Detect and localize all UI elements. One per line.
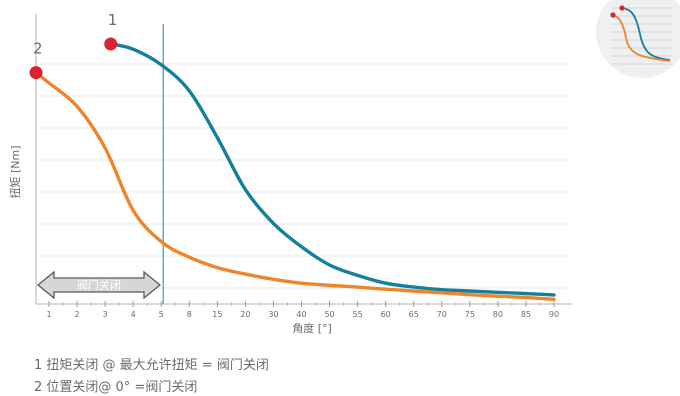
x-tick-label: 4 [131,310,136,319]
chart-thumbnail-icon [596,0,680,78]
x-tick-label: 1 [46,310,51,319]
thumbnail-series-2 [612,14,671,62]
series-label-2: 2 [33,40,43,58]
x-tick-label: 20 [240,310,250,319]
thumbnail-series-1 [621,7,671,61]
x-tick-label: 30 [268,310,278,319]
legend-item-2: 2 位置关闭@ 0° =阀门关闭 [34,380,198,395]
x-tick-label: 55 [353,310,363,319]
x-tick-label: 70 [437,310,447,319]
x-tick-label: 85 [521,310,531,319]
x-tick-label: 8 [187,310,192,319]
x-tick-label: 80 [493,310,503,319]
x-tick-label: 5 [159,310,164,319]
x-tick-label: 40 [296,310,306,319]
thumbnail-point-2 [610,12,616,18]
series-label-1: 1 [108,11,118,29]
x-tick-label: 3 [103,310,108,319]
x-tick-label: 15 [212,310,222,319]
x-tick-label: 90 [549,310,559,319]
series-line-1 [109,42,556,297]
closed-region-label: 阀门关闭 [77,278,121,292]
x-tick-label: 75 [465,310,475,319]
closed-region-arrow [36,270,162,300]
x-tick-label: 65 [409,310,419,319]
thumbnail-point-1 [619,5,625,11]
x-axis-label: 角度 [°] [292,321,332,335]
x-tick-label: 60 [381,310,391,319]
y-axis-label: 扭矩 [Nm] [8,145,22,198]
legend-item-1: 1 扭矩关闭 @ 最大允许扭矩 = 阀门关闭 [34,358,269,373]
series-start-point-2 [29,66,43,80]
series-line-2 [34,70,556,302]
series-start-point-1 [104,37,118,51]
x-tick-label: 2 [75,310,80,319]
x-tick-label: 50 [324,310,334,319]
